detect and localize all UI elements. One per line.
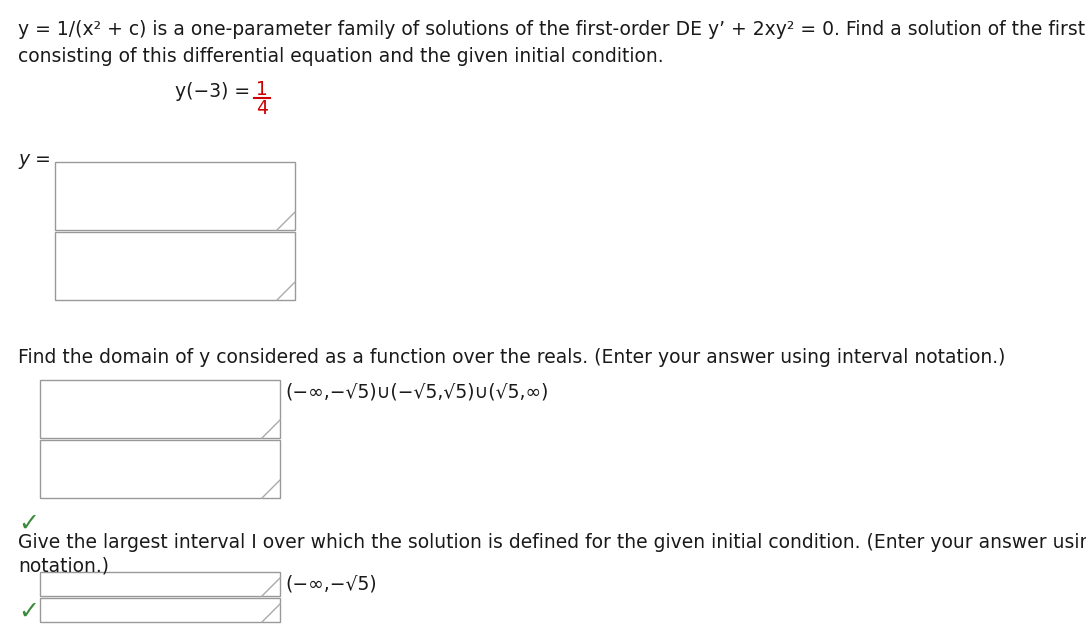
Text: Find the domain of y considered as a function over the reals. (Enter your answer: Find the domain of y considered as a fun… — [18, 348, 1006, 367]
Bar — [40, 380, 280, 438]
Text: (−∞,−√5)∪(−√5,√5)∪(√5,∞): (−∞,−√5)∪(−√5,√5)∪(√5,∞) — [285, 383, 548, 402]
Bar — [55, 162, 295, 230]
Text: (−∞,−√5): (−∞,−√5) — [285, 574, 377, 593]
Text: 4: 4 — [256, 99, 268, 118]
Text: consisting of this differential equation and the given initial condition.: consisting of this differential equation… — [18, 47, 664, 66]
Text: y = 1/(x² + c) is a one-parameter family of solutions of the first-order DE y’ +: y = 1/(x² + c) is a one-parameter family… — [18, 20, 1086, 39]
Text: ✓: ✓ — [18, 600, 39, 624]
Bar — [40, 598, 280, 622]
Text: 1: 1 — [256, 80, 268, 99]
Bar — [40, 440, 280, 498]
Text: Give the largest interval I over which the solution is defined for the given ini: Give the largest interval I over which t… — [18, 533, 1086, 552]
Text: ✓: ✓ — [18, 512, 39, 536]
Bar — [55, 232, 295, 300]
Text: y =: y = — [18, 150, 51, 169]
Bar — [40, 572, 280, 596]
Text: y(−3) =: y(−3) = — [175, 82, 256, 101]
Text: notation.): notation.) — [18, 557, 109, 576]
